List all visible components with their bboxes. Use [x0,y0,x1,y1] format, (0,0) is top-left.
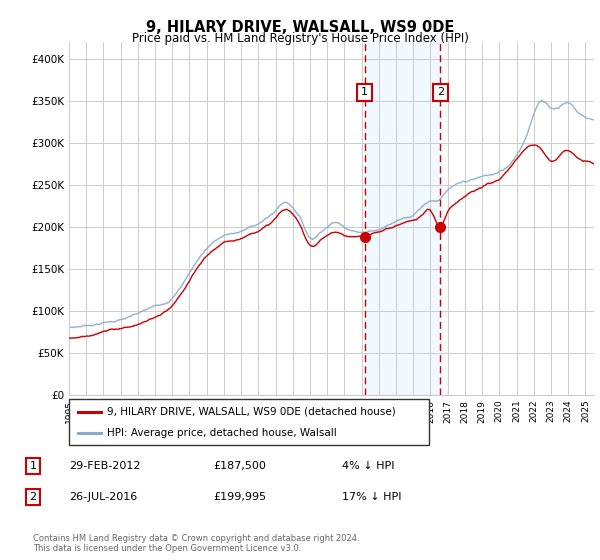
Text: £199,995: £199,995 [213,492,266,502]
Bar [365,42,440,395]
Text: 17% ↓ HPI: 17% ↓ HPI [342,492,401,502]
Text: 29-FEB-2012: 29-FEB-2012 [69,461,140,471]
Text: 9, HILARY DRIVE, WALSALL, WS9 0DE: 9, HILARY DRIVE, WALSALL, WS9 0DE [146,20,454,35]
Text: 26-JUL-2016: 26-JUL-2016 [69,492,137,502]
Text: 4% ↓ HPI: 4% ↓ HPI [342,461,395,471]
Text: Contains HM Land Registry data © Crown copyright and database right 2024.
This d: Contains HM Land Registry data © Crown c… [33,534,359,553]
FancyBboxPatch shape [69,399,429,445]
Text: 1: 1 [29,461,37,471]
Text: Price paid vs. HM Land Registry's House Price Index (HPI): Price paid vs. HM Land Registry's House … [131,32,469,45]
Text: HPI: Average price, detached house, Walsall: HPI: Average price, detached house, Wals… [107,428,337,438]
Text: 2: 2 [437,87,444,97]
Text: 2: 2 [29,492,37,502]
Text: 9, HILARY DRIVE, WALSALL, WS9 0DE (detached house): 9, HILARY DRIVE, WALSALL, WS9 0DE (detac… [107,407,395,417]
Text: 1: 1 [361,87,368,97]
Text: £187,500: £187,500 [213,461,266,471]
